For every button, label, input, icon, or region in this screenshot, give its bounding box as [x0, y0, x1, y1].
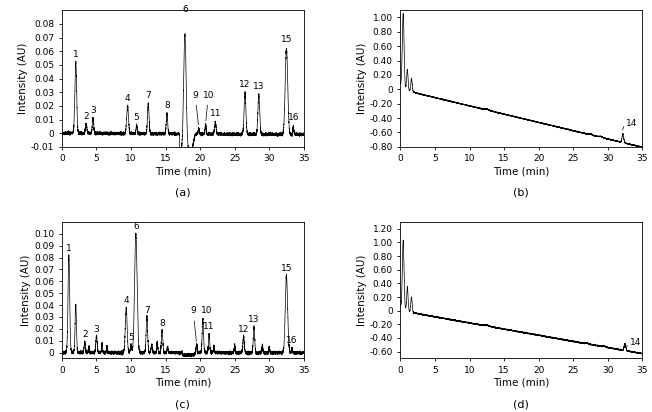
Text: 12: 12	[239, 80, 250, 89]
Text: 10: 10	[201, 307, 213, 319]
Y-axis label: Intensity (AU): Intensity (AU)	[22, 255, 31, 326]
Text: 14: 14	[627, 119, 638, 128]
Text: 13: 13	[248, 315, 259, 324]
Text: 4: 4	[123, 296, 129, 305]
Y-axis label: Intensity (AU): Intensity (AU)	[357, 43, 366, 114]
Text: 1: 1	[66, 244, 72, 253]
Text: (d): (d)	[513, 399, 529, 410]
Text: 7: 7	[144, 306, 150, 314]
Text: (c): (c)	[175, 399, 190, 410]
Text: 5: 5	[134, 113, 140, 122]
Text: 2: 2	[83, 112, 89, 121]
Text: 4: 4	[125, 94, 130, 103]
Text: 8: 8	[159, 318, 165, 328]
X-axis label: Time (min): Time (min)	[493, 378, 550, 388]
Text: 15: 15	[281, 264, 292, 273]
Text: 5: 5	[128, 333, 134, 342]
Text: 10: 10	[203, 91, 214, 121]
Y-axis label: Intensity (AU): Intensity (AU)	[18, 43, 28, 114]
Text: 7: 7	[145, 91, 151, 101]
Text: 12: 12	[238, 325, 249, 333]
Text: 3: 3	[90, 106, 96, 115]
Text: 9: 9	[190, 307, 196, 342]
Y-axis label: Intensity (AU): Intensity (AU)	[357, 255, 366, 326]
Text: 8: 8	[164, 101, 170, 110]
Text: 6: 6	[133, 222, 139, 232]
Text: 15: 15	[281, 35, 292, 44]
Text: 9: 9	[192, 91, 198, 125]
Text: 1: 1	[73, 50, 79, 59]
Text: 6: 6	[182, 5, 188, 14]
Text: (a): (a)	[175, 188, 190, 198]
Text: 16: 16	[286, 336, 298, 345]
Text: (b): (b)	[514, 188, 529, 198]
X-axis label: Time (min): Time (min)	[493, 166, 550, 176]
X-axis label: Time (min): Time (min)	[155, 166, 211, 176]
Text: 14: 14	[630, 338, 641, 347]
Text: 11: 11	[203, 322, 215, 331]
Text: 2: 2	[82, 330, 87, 339]
X-axis label: Time (min): Time (min)	[155, 378, 211, 388]
Text: 3: 3	[94, 325, 99, 333]
Text: 16: 16	[288, 113, 299, 122]
Text: 13: 13	[253, 82, 265, 91]
Text: 11: 11	[209, 109, 221, 118]
